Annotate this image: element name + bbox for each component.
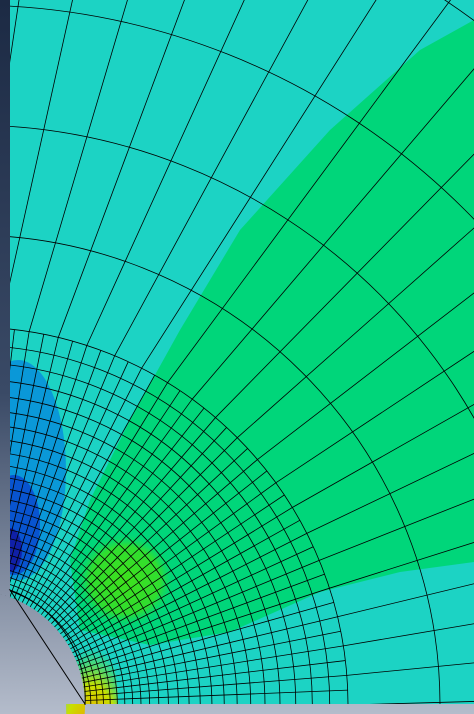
mesh-line	[40, 407, 205, 615]
mesh-line	[257, 0, 474, 460]
mesh-line	[44, 417, 216, 618]
mesh-line	[306, 135, 474, 534]
mesh-line	[79, 587, 330, 670]
mesh-line	[57, 0, 383, 338]
mesh-line	[72, 533, 307, 654]
mesh-line	[29, 382, 168, 608]
mesh-line	[114, 0, 474, 356]
mesh-line	[47, 427, 227, 621]
mesh-line	[51, 437, 238, 624]
mesh-line	[25, 375, 156, 605]
mesh-line	[17, 361, 129, 601]
mesh-line	[74, 546, 314, 658]
mesh-line	[37, 398, 193, 613]
mesh-line	[141, 0, 474, 369]
mesh-line	[84, 674, 347, 697]
mesh-line	[86, 0, 471, 346]
mesh-line	[80, 602, 334, 675]
mesh-line	[0, 0, 201, 329]
mesh-line	[292, 52, 474, 508]
mesh-line	[33, 390, 181, 610]
mesh-line	[77, 573, 325, 666]
mesh-line	[21, 368, 142, 603]
mesh-line	[67, 507, 293, 646]
mesh-line	[82, 630, 341, 683]
mesh-line	[237, 0, 474, 439]
mesh-line	[81, 616, 338, 679]
mesh-line	[57, 459, 258, 631]
mesh-line	[191, 0, 474, 400]
mesh-line	[62, 482, 277, 638]
mesh-line	[215, 0, 474, 418]
mesh-line	[0, 341, 73, 595]
mesh-line	[319, 220, 474, 561]
mesh-line	[54, 448, 248, 628]
mesh-line	[0, 4, 474, 706]
mesh-line	[70, 519, 300, 650]
mesh-line	[275, 0, 474, 484]
mesh-line	[13, 355, 116, 599]
hole-edge	[8, 589, 86, 706]
mesh-line	[84, 660, 346, 692]
mesh-line	[83, 645, 344, 688]
mesh-line	[65, 494, 285, 642]
mesh-line	[9, 350, 102, 598]
mesh-line	[0, 124, 474, 706]
mesh-line	[167, 0, 474, 383]
mesh-line	[76, 559, 320, 662]
contour-light-blue	[0, 360, 66, 580]
mesh-line	[28, 0, 293, 332]
mesh-line	[60, 470, 268, 635]
mesh-line	[84, 689, 348, 701]
mesh-line	[5, 345, 88, 596]
